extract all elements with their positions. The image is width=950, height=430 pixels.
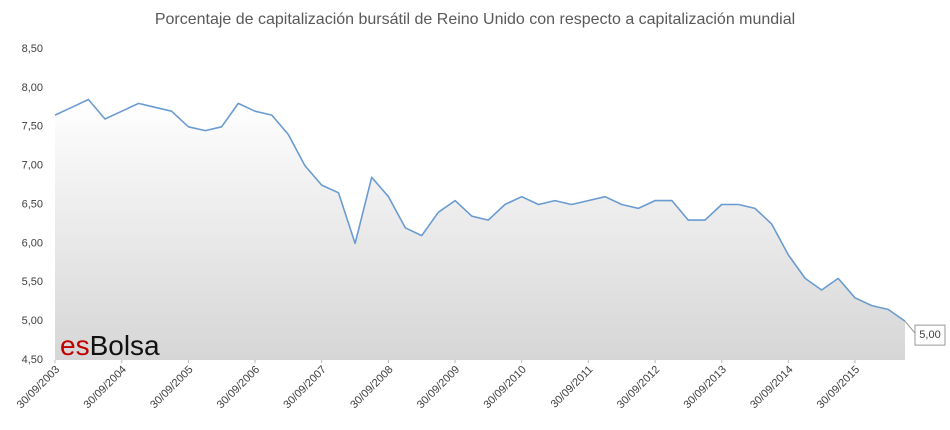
- logo-name: Bolsa: [90, 330, 160, 361]
- y-tick-label: 5,50: [22, 276, 43, 288]
- chart-title: Porcentaje de capitalización bursátil de…: [155, 11, 795, 28]
- area: [55, 99, 905, 360]
- leader-line: [904, 320, 916, 334]
- y-tick-label: 7,00: [22, 160, 43, 172]
- x-tick-label: 30/09/2011: [549, 364, 596, 411]
- x-tick-label: 30/09/2013: [682, 364, 729, 411]
- logo-prefix: es: [60, 330, 90, 361]
- x-tick-label: 30/09/2010: [481, 364, 528, 411]
- y-tick-label: 4,50: [22, 354, 43, 366]
- x-tick-label: 30/09/2015: [815, 364, 862, 411]
- y-tick-label: 6,00: [22, 237, 43, 249]
- x-tick-label: 30/09/2007: [281, 364, 328, 411]
- y-tick-label: 8,50: [22, 43, 43, 55]
- y-tick-label: 7,50: [22, 121, 43, 133]
- x-tick-label: 30/09/2009: [415, 364, 462, 411]
- y-tick-label: 6,50: [22, 198, 43, 210]
- x-tick-label: 30/09/2014: [748, 364, 795, 411]
- y-tick-label: 8,00: [22, 82, 43, 94]
- x-tick-label: 30/09/2005: [148, 364, 195, 411]
- x-tick-label: 30/09/2003: [15, 364, 62, 411]
- x-tick-label: 30/09/2008: [348, 364, 395, 411]
- line: [54, 98, 906, 322]
- x-tick-label: 30/09/2012: [615, 364, 662, 411]
- value-label: 5,00: [919, 329, 940, 341]
- y-tick-label: 5,00: [22, 315, 43, 327]
- logo: esBolsa: [60, 330, 160, 361]
- x-tick-label: 30/09/2006: [215, 364, 262, 411]
- x-tick-label: 30/09/2004: [82, 364, 129, 411]
- value-label-box: [914, 324, 946, 346]
